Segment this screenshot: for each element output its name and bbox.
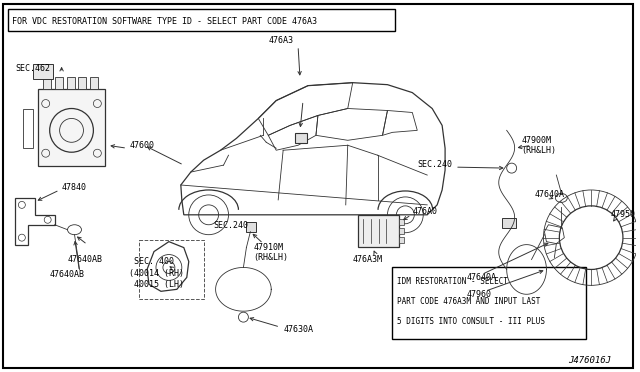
Bar	[79, 77, 86, 89]
Bar	[502, 218, 516, 228]
Text: 47640A: 47640A	[467, 273, 497, 282]
Bar	[295, 133, 307, 143]
Text: 47600: 47600	[129, 141, 154, 150]
Bar	[43, 77, 51, 89]
Bar	[38, 89, 106, 166]
Bar	[33, 64, 52, 79]
Text: 47910M: 47910M	[253, 243, 284, 252]
Bar	[54, 77, 63, 89]
Text: (40014 (RH): (40014 (RH)	[129, 269, 184, 278]
Bar	[246, 222, 257, 232]
Text: SEC.240: SEC.240	[214, 221, 248, 230]
Bar	[8, 9, 396, 31]
Text: 476A3: 476A3	[268, 36, 293, 45]
Text: PART CODE 476A3M AND INPUT LAST: PART CODE 476A3M AND INPUT LAST	[397, 297, 541, 306]
Text: 47640A: 47640A	[534, 190, 564, 199]
Text: 47630A: 47630A	[283, 324, 313, 334]
Text: 47640AB: 47640AB	[68, 255, 102, 264]
Text: J476016J: J476016J	[568, 356, 611, 365]
Bar	[399, 219, 404, 225]
Text: FOR VDC RESTORATION SOFTWARE TYPE ID - SELECT PART CODE 476A3: FOR VDC RESTORATION SOFTWARE TYPE ID - S…	[12, 17, 317, 26]
Text: 47640AB: 47640AB	[50, 270, 84, 279]
Bar	[358, 215, 399, 247]
Text: 40015 (LH): 40015 (LH)	[129, 280, 184, 289]
Bar	[139, 240, 204, 299]
Text: (RH&LH): (RH&LH)	[253, 253, 289, 262]
Text: 47900M: 47900M	[522, 136, 552, 145]
Text: IDM RESTORATION - SELECT: IDM RESTORATION - SELECT	[397, 277, 508, 286]
Text: 47950: 47950	[611, 210, 636, 219]
Text: 5 DIGITS INTO CONSULT - III PLUS: 5 DIGITS INTO CONSULT - III PLUS	[397, 317, 545, 326]
Text: SEC. 400: SEC. 400	[134, 257, 174, 266]
Bar	[67, 77, 74, 89]
Text: 47960: 47960	[467, 290, 492, 299]
Text: (RH&LH): (RH&LH)	[522, 146, 557, 155]
Text: SEC.240: SEC.240	[417, 160, 452, 169]
Text: 476A0: 476A0	[412, 207, 437, 217]
Text: 47840: 47840	[61, 183, 86, 192]
Bar	[90, 77, 99, 89]
Bar	[392, 267, 586, 339]
Text: SEC.462: SEC.462	[15, 64, 50, 73]
Bar	[399, 237, 404, 243]
Bar	[399, 228, 404, 234]
Text: 476A3M: 476A3M	[353, 255, 383, 264]
